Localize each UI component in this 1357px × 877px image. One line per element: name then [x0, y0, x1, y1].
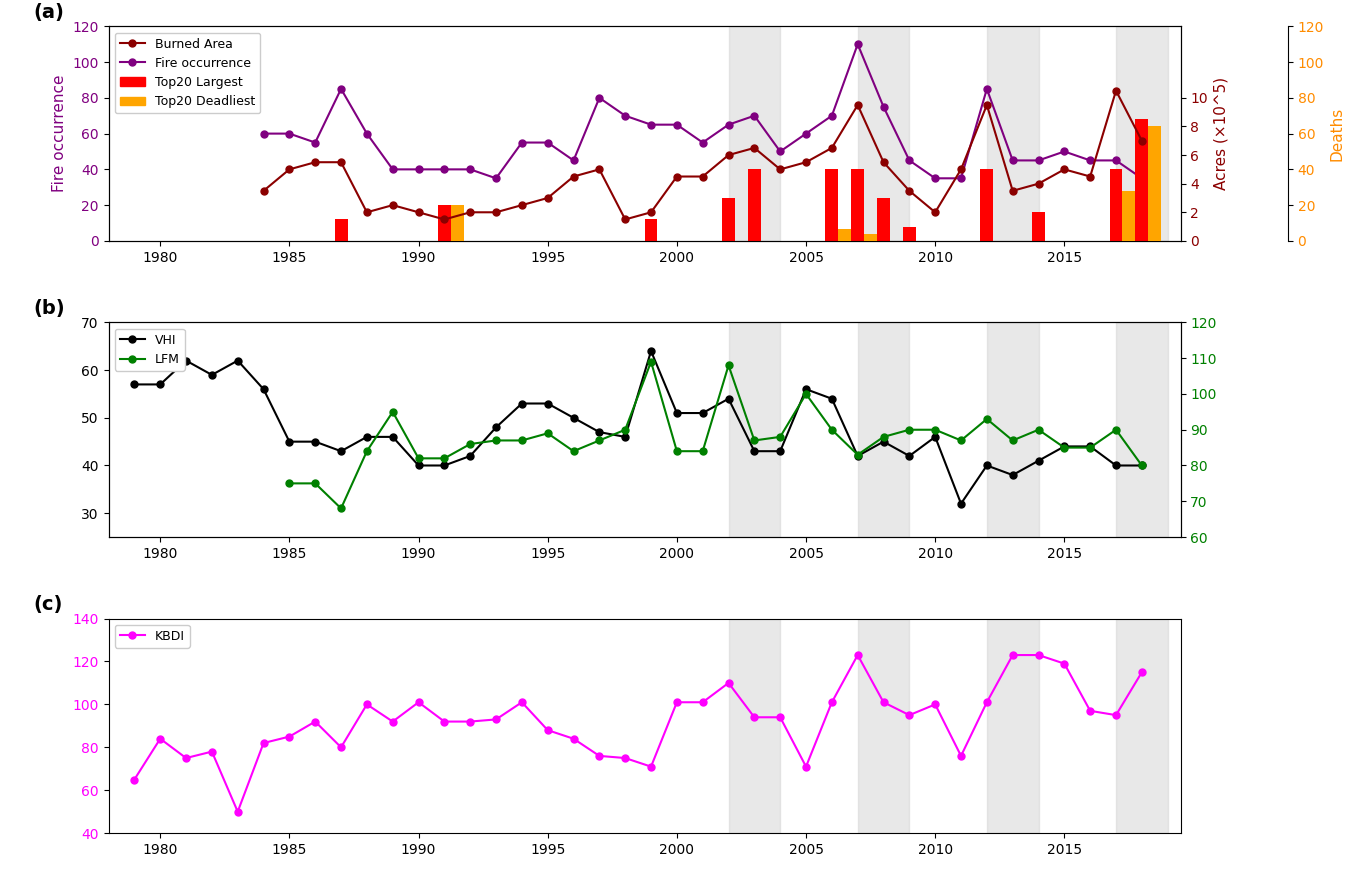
Bar — [1148, 126, 1162, 241]
Bar — [858, 26, 909, 241]
Bar — [987, 618, 1038, 833]
Text: (b): (b) — [34, 299, 65, 318]
Bar — [877, 198, 890, 241]
Bar — [1033, 212, 1045, 241]
Bar — [839, 230, 851, 241]
Bar — [858, 323, 909, 537]
Bar — [980, 169, 993, 241]
Bar — [1122, 191, 1136, 241]
Bar — [825, 169, 839, 241]
Y-axis label: Fire occurrence: Fire occurrence — [52, 75, 66, 192]
Bar — [335, 219, 347, 241]
Text: (c): (c) — [34, 595, 62, 614]
Y-axis label: Acres (×10^5): Acres (×10^5) — [1213, 77, 1228, 190]
Bar — [729, 26, 780, 241]
Bar — [1115, 618, 1167, 833]
Bar — [451, 205, 464, 241]
Bar — [902, 226, 916, 241]
Bar — [1136, 119, 1148, 241]
Text: (a): (a) — [34, 3, 64, 22]
Bar — [851, 169, 864, 241]
Bar — [987, 26, 1038, 241]
Legend: VHI, LFM: VHI, LFM — [115, 329, 185, 371]
Bar — [987, 323, 1038, 537]
Legend: Burned Area, Fire occurrence, Top20 Largest, Top20 Deadliest: Burned Area, Fire occurrence, Top20 Larg… — [115, 32, 261, 113]
Bar — [729, 323, 780, 537]
Bar — [1115, 26, 1167, 241]
Bar — [858, 618, 909, 833]
Bar — [729, 618, 780, 833]
Bar — [722, 198, 735, 241]
Bar — [438, 205, 451, 241]
Bar — [748, 169, 761, 241]
Bar — [1110, 169, 1122, 241]
Legend: KBDI: KBDI — [115, 624, 190, 648]
Bar — [1115, 323, 1167, 537]
Y-axis label: Deaths: Deaths — [1330, 106, 1345, 160]
Bar — [864, 234, 877, 241]
Bar — [645, 219, 658, 241]
